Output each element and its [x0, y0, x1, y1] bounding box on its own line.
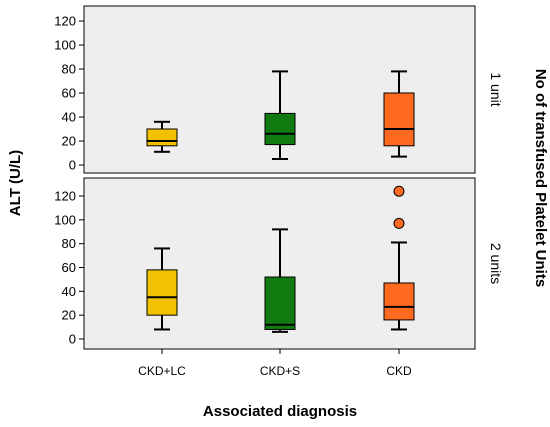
- box-ckd: [383, 70, 415, 158]
- y-tick-label: 60: [62, 86, 76, 101]
- y-axis-title: ALT (U/L): [7, 150, 24, 216]
- outlier-point: [393, 217, 405, 229]
- y-tick-label: 80: [62, 236, 76, 251]
- y-tick-label: 60: [62, 260, 76, 275]
- iqr-box: [383, 92, 415, 147]
- y-tick-label: 20: [62, 308, 76, 323]
- box-ckd-s: [264, 228, 296, 333]
- box-ckd-lc: [146, 247, 178, 331]
- y-tick-label: 100: [54, 38, 76, 53]
- y-tick-label: 0: [69, 158, 76, 173]
- y-tick-label: 100: [54, 212, 76, 227]
- outlier-point: [393, 185, 405, 197]
- panel-2: 0 20 40 60 80 100 120 2 units: [54, 177, 504, 350]
- box-ckd: [383, 185, 415, 331]
- y-tick-label: 120: [54, 14, 76, 29]
- x-category-label: CKD+S: [260, 364, 300, 378]
- iqr-box: [264, 112, 296, 146]
- box-ckd-s: [264, 70, 296, 160]
- iqr-box: [264, 276, 296, 330]
- iqr-box: [146, 269, 178, 316]
- panels-layer: 0 20 40 60 80 100 120 1 unit 0 20 40 60 80 100 120 2 un…: [54, 5, 504, 378]
- y-tick-label: 20: [62, 134, 76, 149]
- y-tick-label: 120: [54, 189, 76, 204]
- x-axis-title: Associated diagnosis: [203, 403, 357, 420]
- iqr-box: [383, 282, 415, 321]
- strip-label: 1 unit: [488, 72, 504, 106]
- panel-1: 0 20 40 60 80 100 120 1 unit: [54, 5, 504, 174]
- x-category-label: CKD+LC: [138, 364, 186, 378]
- box-ckd-lc: [146, 120, 178, 153]
- y-tick-label: 80: [62, 62, 76, 77]
- iqr-box: [146, 128, 178, 147]
- facet-title: No of transfused Platelet Units: [532, 69, 549, 287]
- x-category-label: CKD: [386, 364, 412, 378]
- strip-label: 2 units: [488, 243, 504, 284]
- y-tick-label: 40: [62, 284, 76, 299]
- y-tick-label: 0: [69, 332, 76, 347]
- y-tick-label: 40: [62, 110, 76, 125]
